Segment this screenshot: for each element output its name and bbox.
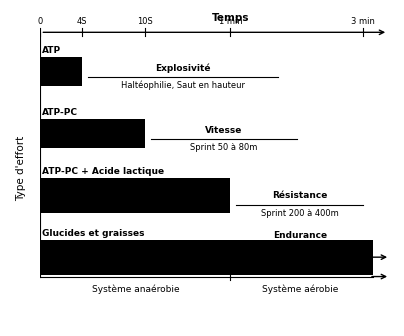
Text: Résistance: Résistance (272, 191, 327, 200)
Text: 1 min: 1 min (219, 17, 242, 27)
Text: ATP-PC: ATP-PC (42, 108, 78, 117)
Text: Sprint 200 à 400m: Sprint 200 à 400m (261, 209, 339, 218)
Bar (40, 119, 145, 148)
Text: Vitesse: Vitesse (205, 126, 242, 135)
Text: Courses > à 800m: Courses > à 800m (261, 249, 339, 258)
Text: 0: 0 (38, 17, 43, 27)
Text: Système aérobie: Système aérobie (263, 284, 339, 294)
Text: Temps: Temps (212, 13, 249, 23)
Text: ATP: ATP (42, 46, 61, 54)
Bar (40, 240, 373, 275)
Bar (40, 56, 82, 86)
Text: 4S: 4S (77, 17, 87, 27)
Bar (40, 178, 230, 213)
Text: ATP-PC + Acide lactique: ATP-PC + Acide lactique (42, 167, 164, 176)
Text: 10S: 10S (137, 17, 153, 27)
Text: Explosivité: Explosivité (155, 64, 210, 73)
Text: 3 min: 3 min (351, 17, 375, 27)
Text: Glucides et graisses: Glucides et graisses (42, 229, 145, 238)
Text: Système anaérobie: Système anaérobie (92, 284, 179, 294)
Text: Haltéophilie, Saut en hauteur: Haltéophilie, Saut en hauteur (121, 81, 245, 90)
Text: Type d'effort: Type d'effort (17, 135, 26, 201)
Text: Endurance: Endurance (273, 232, 327, 241)
Text: Sprint 50 à 80m: Sprint 50 à 80m (190, 143, 257, 152)
